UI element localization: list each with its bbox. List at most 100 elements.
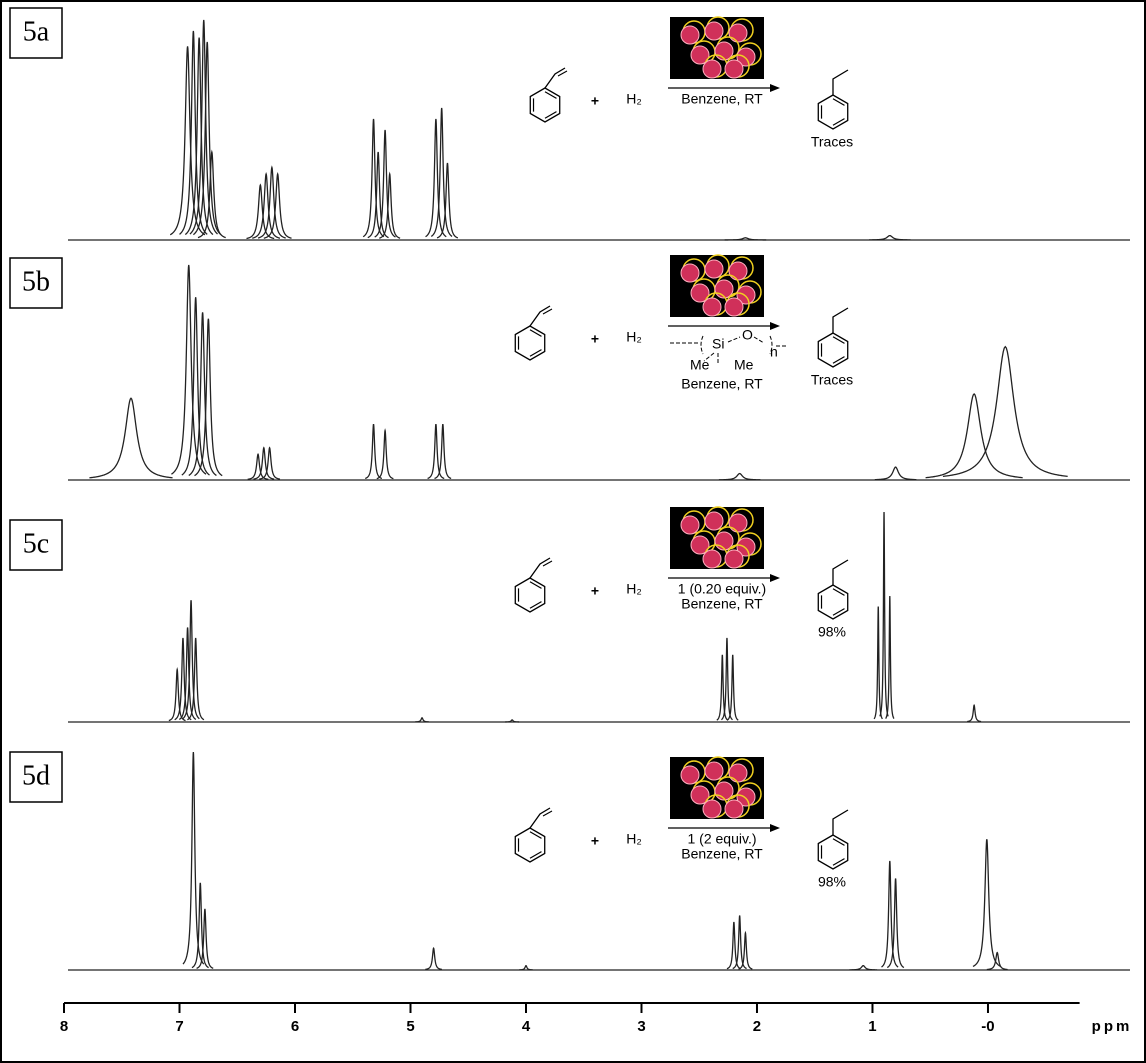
peak xyxy=(178,627,197,720)
peak xyxy=(434,423,452,480)
double-bond xyxy=(832,118,845,126)
plus: + xyxy=(591,833,599,849)
conditions: Benzene, RT xyxy=(681,596,763,612)
x-tick-label: 5 xyxy=(406,1018,414,1035)
catalyst-ball xyxy=(728,763,748,783)
peak xyxy=(191,882,209,969)
polymer-bonds xyxy=(670,335,786,363)
reagent: H₂ xyxy=(626,329,642,345)
double-bond xyxy=(529,851,542,859)
x-tick-label: 1 xyxy=(868,1018,876,1035)
catalyst-ball xyxy=(724,297,744,317)
peak xyxy=(869,234,911,241)
peak xyxy=(879,511,889,717)
double-bond xyxy=(529,601,542,609)
x-tick-label: 8 xyxy=(60,1018,68,1035)
double-bond xyxy=(832,838,845,846)
catalyst-ball xyxy=(736,47,756,67)
catalyst-ball xyxy=(702,549,722,569)
x-tick-label: 7 xyxy=(175,1018,183,1035)
catalyst-ball xyxy=(736,285,756,305)
catalyst-ball xyxy=(704,21,724,41)
peak xyxy=(252,172,281,239)
panel-label-box xyxy=(9,751,63,803)
peak xyxy=(718,472,761,481)
catalyst-ball xyxy=(690,535,710,555)
peak xyxy=(197,149,226,239)
peak xyxy=(873,606,883,720)
conditions: Benzene, RT xyxy=(681,91,763,107)
vinyl-double xyxy=(542,308,553,315)
conditions: 1 (2 equiv.) xyxy=(688,831,757,847)
peak xyxy=(379,171,401,239)
polymer-n: n xyxy=(770,344,778,360)
peak xyxy=(849,964,878,971)
benzene-ring xyxy=(514,577,546,613)
ethyl xyxy=(832,559,849,585)
catalyst-ball xyxy=(704,259,724,279)
double-bond xyxy=(832,588,845,596)
peak xyxy=(430,107,453,237)
reagent: H₂ xyxy=(626,831,642,847)
peak xyxy=(925,393,1023,479)
panel-label: 5d xyxy=(22,760,50,791)
peak xyxy=(376,428,394,480)
double-bond xyxy=(529,329,542,337)
peak xyxy=(886,878,905,969)
catalyst-ball xyxy=(704,761,724,781)
panel-label-box xyxy=(9,257,63,309)
vinyl xyxy=(544,67,566,89)
product-label: 98% xyxy=(818,624,846,640)
x-tick-label: 4 xyxy=(522,1018,531,1035)
peak xyxy=(881,860,899,968)
reagent: H₂ xyxy=(626,581,642,597)
panel-label-box xyxy=(9,7,63,59)
x-tick-label: 3 xyxy=(637,1018,645,1035)
double-bond xyxy=(832,608,845,616)
product-label: Traces xyxy=(811,134,853,150)
arrow-head xyxy=(770,322,780,330)
ethyl xyxy=(832,809,849,835)
peak xyxy=(726,921,742,970)
catalyst-ball xyxy=(690,785,710,805)
panel-label: 5b xyxy=(22,266,50,297)
catalyst-ball xyxy=(690,45,710,65)
catalyst-ball xyxy=(736,537,756,557)
product-label: Traces xyxy=(811,372,853,388)
peak xyxy=(972,839,1001,968)
benzene-ring xyxy=(514,827,546,863)
conditions: Benzene, RT xyxy=(681,846,763,862)
panel-label: 5a xyxy=(23,16,50,47)
double-bond xyxy=(544,91,557,99)
plus: + xyxy=(591,331,599,347)
catalyst-ball xyxy=(728,23,748,43)
peak xyxy=(415,717,430,723)
catalyst-ball xyxy=(680,25,700,45)
double-bond xyxy=(832,336,845,344)
peak xyxy=(259,446,281,480)
peak xyxy=(189,19,219,235)
peak xyxy=(942,345,1068,478)
peak xyxy=(874,466,917,481)
peak xyxy=(986,951,1008,971)
panel-label: 5c xyxy=(23,528,49,559)
peak xyxy=(182,751,205,965)
peak xyxy=(367,151,389,239)
double-bond xyxy=(529,831,542,839)
conditions: Benzene, RT xyxy=(681,376,763,392)
peak xyxy=(427,423,445,480)
peak xyxy=(174,637,192,721)
x-axis-label: ppm xyxy=(1092,1018,1133,1035)
peak xyxy=(724,237,767,241)
double-bond xyxy=(544,111,557,119)
peak xyxy=(169,46,206,236)
vinyl xyxy=(529,305,551,327)
plus: + xyxy=(591,93,599,109)
peak xyxy=(505,719,520,723)
catalyst-ball xyxy=(680,515,700,535)
double-bond xyxy=(832,356,845,364)
polymer-me: Me xyxy=(734,357,754,373)
peak xyxy=(192,41,222,236)
benzene-ring xyxy=(817,834,849,870)
